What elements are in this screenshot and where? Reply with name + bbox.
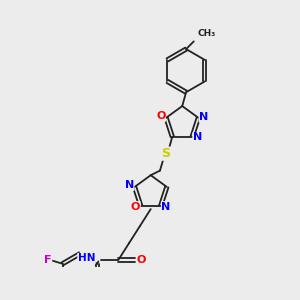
Text: CH₃: CH₃ [198,29,216,38]
Text: S: S [162,147,171,160]
Text: N: N [161,202,171,212]
Text: N: N [124,180,134,190]
Text: O: O [137,255,146,265]
Text: HN: HN [78,254,95,263]
Text: F: F [44,255,52,265]
Text: O: O [156,111,165,121]
Text: N: N [193,133,202,142]
Text: O: O [131,202,140,212]
Text: N: N [199,112,208,122]
